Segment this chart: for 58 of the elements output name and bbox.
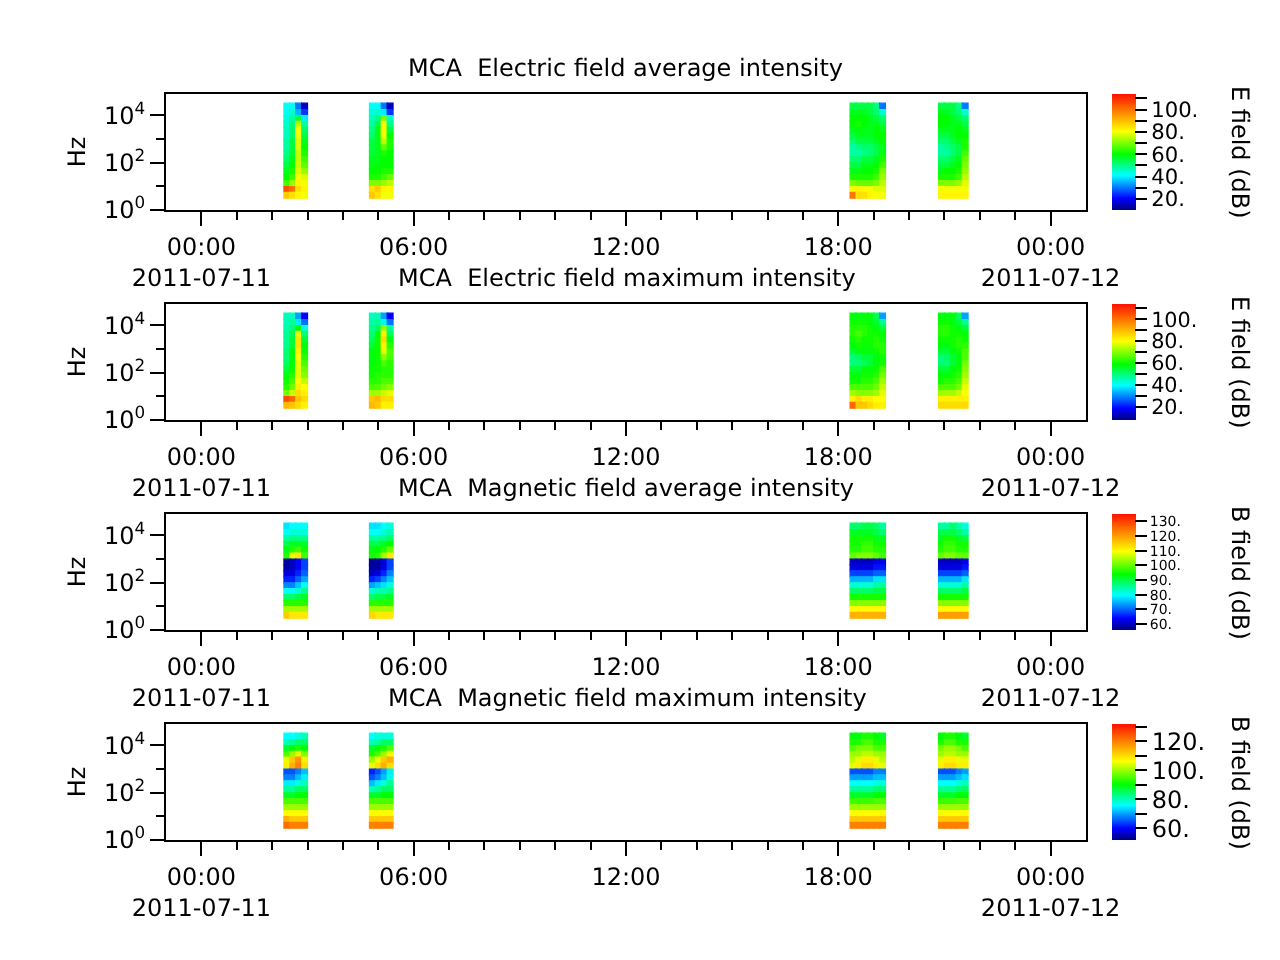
x-tick-label: 06:00 — [379, 232, 449, 261]
y-tick-label: 10$^{2}$ — [103, 565, 146, 598]
color-bar-label: 100. — [1151, 99, 1199, 124]
color-bar-label: 60. — [1151, 352, 1185, 377]
y-axis-title: Hz — [62, 136, 91, 168]
x-tick-label: 12:00 — [591, 232, 661, 261]
x-tick-label: 12:00 — [591, 862, 661, 891]
chart-title: MCA Electric field maximum intensity — [398, 264, 856, 292]
color-bar-title: E field (dB) — [1226, 296, 1254, 429]
y-tick-label: 10$^{0}$ — [103, 612, 146, 645]
y-tick-label: 10$^{0}$ — [103, 192, 146, 225]
color-bar-label: 40. — [1151, 165, 1185, 190]
x-tick-label: 06:00 — [379, 862, 449, 891]
x-tick-label: 00:00 2011-07-12 — [980, 232, 1121, 292]
x-tick-label: 12:00 — [591, 652, 661, 681]
y-tick-label: 10$^{4}$ — [103, 307, 146, 340]
y-tick-label: 10$^{2}$ — [103, 145, 146, 178]
x-tick-label: 00:00 2011-07-12 — [980, 862, 1121, 922]
y-axis-title: Hz — [62, 766, 91, 798]
color-bar-label: 60. — [1151, 814, 1190, 843]
x-tick-label: 18:00 — [803, 232, 873, 261]
chart-title: MCA Magnetic field average intensity — [398, 474, 855, 502]
x-tick-label: 00:00 2011-07-11 — [131, 652, 272, 712]
x-tick-label: 18:00 — [803, 862, 873, 891]
color-bar-label: 60. — [1151, 143, 1185, 168]
color-bar-label: 80. — [1151, 330, 1185, 355]
color-bar-label: 20. — [1151, 396, 1185, 421]
color-bar-title: E field (dB) — [1226, 86, 1254, 219]
chart-title: MCA Electric field average intensity — [408, 54, 844, 82]
color-bar-label: 40. — [1151, 374, 1185, 399]
chart-title: MCA Magnetic field maximum intensity — [388, 684, 867, 712]
x-tick-label: 00:00 2011-07-11 — [131, 862, 272, 922]
x-tick-label: 12:00 — [591, 442, 661, 471]
color-bar-label: 120. — [1151, 727, 1206, 756]
y-tick-label: 10$^{4}$ — [103, 97, 146, 130]
y-tick-label: 10$^{4}$ — [103, 517, 146, 550]
x-tick-label: 00:00 2011-07-12 — [980, 442, 1121, 502]
y-axis-title: Hz — [62, 346, 91, 378]
color-bar-label: 20. — [1151, 188, 1185, 213]
y-tick-label: 10$^{2}$ — [103, 355, 146, 388]
x-tick-label: 18:00 — [803, 442, 873, 471]
x-tick-label: 00:00 2011-07-12 — [980, 652, 1121, 712]
x-tick-label: 00:00 2011-07-11 — [131, 442, 272, 502]
color-bar-title: B field (dB) — [1226, 716, 1254, 850]
color-bar-label: 100. — [1151, 308, 1198, 333]
color-bar-label: 100. — [1151, 756, 1206, 785]
color-bar-label: 80. — [1151, 121, 1185, 146]
x-tick-label: 06:00 — [379, 652, 449, 681]
x-tick-label: 06:00 — [379, 442, 449, 471]
x-tick-label: 18:00 — [803, 652, 873, 681]
y-tick-label: 10$^{4}$ — [103, 727, 146, 760]
y-tick-label: 10$^{2}$ — [103, 775, 146, 808]
y-axis-title: Hz — [62, 556, 91, 588]
x-tick-label: 00:00 2011-07-11 — [131, 232, 272, 292]
y-tick-label: 10$^{0}$ — [103, 402, 146, 435]
y-tick-label: 10$^{0}$ — [103, 822, 146, 855]
color-bar-title: B field (dB) — [1226, 506, 1254, 640]
color-bar-label: 80. — [1151, 785, 1190, 814]
